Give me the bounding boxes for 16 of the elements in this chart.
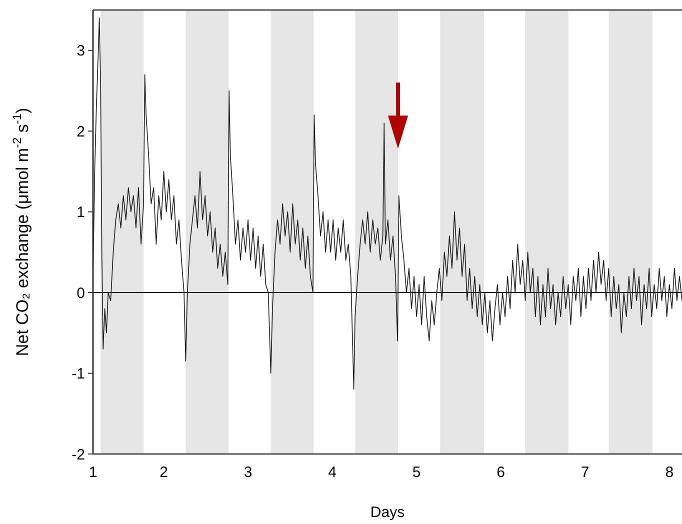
x-tick-label: 6 [496,464,506,481]
x-tick-label: 5 [412,464,421,481]
x-tick-label: 3 [244,464,252,481]
y-tick-label: 1 [76,204,85,222]
y-tick-label: -2 [72,446,85,464]
y-tick-label: 0 [76,284,85,302]
x-tick-label: 7 [580,464,590,481]
y-tick-label: 2 [76,123,85,140]
x-tick-label: 1 [88,464,98,481]
y-tick-label: -1 [72,366,85,383]
x-tick-label: 2 [160,464,168,481]
y-tick-label: 3 [76,42,85,60]
x-tick-label: 8 [665,464,674,481]
line-series [92,18,682,390]
x-tick-label: 4 [328,464,336,481]
x-axis-title: Days [370,504,405,521]
